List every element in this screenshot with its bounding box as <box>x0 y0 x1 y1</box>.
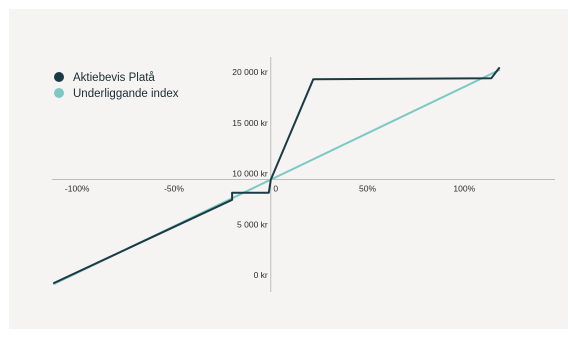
x-tick-label: 50% <box>359 184 376 194</box>
y-tick-label: 20 000 kr <box>232 67 268 77</box>
legend-label: Underliggande index <box>73 88 179 100</box>
legend-marker <box>54 72 64 82</box>
legend-marker <box>54 88 64 98</box>
y-tick-label: 5 000 kr <box>237 219 268 229</box>
x-tick-label: -100% <box>65 184 90 194</box>
series-line-aktiebevis-plata <box>53 67 501 284</box>
payoff-chart: -100% -50% 0 50% 100% 0 kr 5 000 kr 10 000 kr 15… <box>52 57 555 292</box>
y-tick-label: 10 000 kr <box>232 169 268 179</box>
y-tick-label: 0 kr <box>254 270 268 280</box>
x-tick-label: -50% <box>164 184 184 194</box>
legend-label: Aktiebevis Platå <box>73 72 155 84</box>
x-tick-label: 0 <box>273 184 278 194</box>
chart-panel: -100% -50% 0 50% 100% 0 kr 5 000 kr 10 000 kr 15… <box>9 9 568 329</box>
x-tick-label: 100% <box>453 184 475 194</box>
y-tick-label: 15 000 kr <box>232 118 268 128</box>
